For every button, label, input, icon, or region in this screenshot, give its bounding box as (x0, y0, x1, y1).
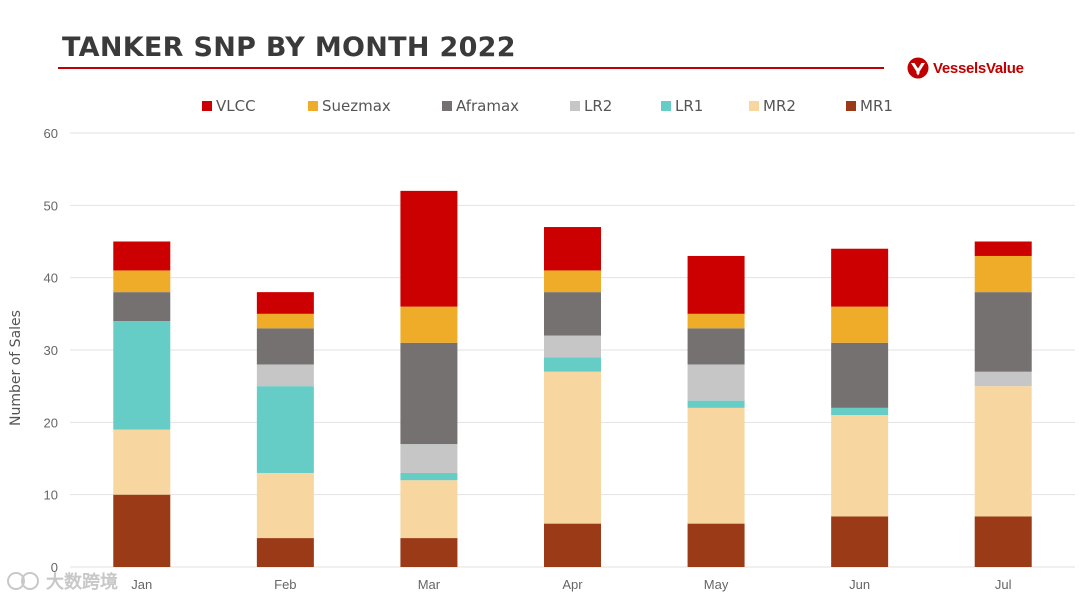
legend-label-suezmax: Suezmax (322, 97, 391, 115)
bar-mr1-jul (974, 516, 1032, 567)
vesselsvalue-logo-icon (907, 57, 929, 79)
legend-swatch-suezmax (308, 101, 318, 111)
bar-aframax-mar (400, 342, 458, 445)
bar-lr2-jul (974, 371, 1032, 387)
title-underline (58, 67, 884, 69)
legend-swatch-lr1 (661, 101, 671, 111)
legend-label-lr1: LR1 (675, 97, 703, 115)
bar-lr1-mar (400, 472, 458, 481)
bar-mr1-jun (831, 516, 889, 567)
y-tick-label: 50 (44, 198, 58, 213)
bar-lr1-may (687, 400, 745, 408)
y-axis-label: Number of Sales (8, 310, 24, 426)
bar-suezmax-jan (113, 270, 171, 293)
legend-label-mr2: MR2 (763, 97, 796, 115)
bar-aframax-may (687, 328, 745, 365)
bar-aframax-jan (113, 292, 171, 322)
x-tick-label: Jan (131, 577, 152, 592)
legend-swatch-aframax (442, 101, 452, 111)
bar-aframax-apr (544, 292, 601, 336)
legend-label-vlcc: VLCC (216, 97, 256, 115)
legend-swatch-vlcc (202, 101, 212, 111)
bar-aframax-jun (831, 342, 889, 408)
legend-swatch-lr2 (570, 101, 580, 111)
chart-title: TANKER SNP BY MONTH 2022 (62, 32, 516, 63)
bar-aframax-jul (974, 292, 1032, 372)
vesselsvalue-logo: VesselsValue (907, 57, 1024, 79)
bar-mr2-jan (113, 429, 171, 495)
x-tick-label: Apr (562, 577, 583, 592)
bar-lr2-feb (256, 364, 314, 387)
legend-swatch-mr1 (846, 101, 856, 111)
bar-suezmax-mar (400, 306, 458, 343)
bar-vlcc-mar (400, 190, 458, 307)
legend-label-aframax: Aframax (456, 97, 519, 115)
y-tick-label: 10 (44, 488, 58, 503)
bar-vlcc-may (687, 255, 745, 314)
y-tick-label: 40 (44, 271, 58, 286)
bar-aframax-feb (256, 328, 314, 365)
bar-mr2-may (687, 407, 745, 524)
x-tick-label: Mar (418, 577, 441, 592)
bar-lr2-mar (400, 444, 458, 473)
bar-suezmax-feb (256, 313, 314, 329)
bar-mr1-mar (400, 538, 458, 567)
y-tick-label: 0 (51, 560, 58, 575)
bar-mr2-feb (256, 472, 314, 539)
watermark-text: 大数跨境 (46, 572, 118, 592)
y-tick-label: 30 (44, 343, 58, 358)
bar-lr1-jan (113, 321, 171, 430)
bar-lr1-feb (256, 386, 314, 473)
bar-suezmax-may (687, 313, 745, 329)
x-tick-label: May (704, 577, 729, 592)
watermark: 大数跨境 (6, 568, 118, 594)
bar-mr1-jan (113, 494, 171, 567)
legend-label-mr1: MR1 (860, 97, 893, 115)
bar-vlcc-jan (113, 241, 171, 271)
bar-suezmax-jun (831, 306, 889, 343)
bar-lr1-jun (831, 407, 889, 416)
legend-label-lr2: LR2 (584, 97, 612, 115)
bar-mr1-apr (544, 523, 601, 567)
x-tick-label: Jul (995, 577, 1012, 592)
bar-lr1-apr (544, 357, 601, 372)
bar-suezmax-apr (544, 270, 601, 293)
bar-suezmax-jul (974, 255, 1032, 293)
bar-lr2-may (687, 364, 745, 401)
y-tick-label: 20 (44, 415, 58, 430)
watermark-icon (7, 572, 39, 590)
bar-vlcc-jun (831, 248, 889, 307)
x-tick-label: Feb (274, 577, 296, 592)
bar-mr1-may (687, 523, 745, 567)
bar-mr2-jun (831, 415, 889, 517)
bar-mr2-apr (544, 371, 601, 524)
legend-swatch-mr2 (749, 101, 759, 111)
bar-vlcc-feb (256, 292, 314, 314)
bar-mr2-jul (974, 386, 1032, 517)
x-tick-label: Jun (849, 577, 870, 592)
y-tick-label: 60 (44, 126, 58, 141)
bar-vlcc-apr (544, 227, 601, 271)
bar-mr2-mar (400, 480, 458, 539)
bar-mr1-feb (256, 538, 314, 567)
bar-lr2-apr (544, 335, 601, 358)
logo-text: VesselsValue (933, 59, 1024, 77)
bar-vlcc-jul (974, 241, 1032, 256)
